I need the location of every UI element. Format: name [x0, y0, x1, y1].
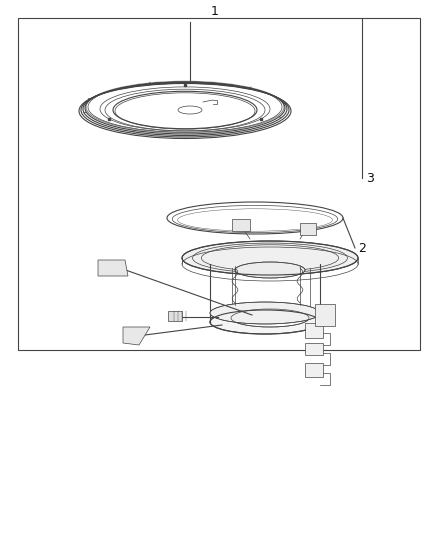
Text: 2: 2 — [358, 241, 366, 254]
Polygon shape — [123, 327, 150, 345]
Polygon shape — [98, 260, 128, 276]
Bar — [18, 18, 420, 350]
Ellipse shape — [231, 309, 309, 327]
Bar — [232, 219, 250, 231]
Bar — [305, 343, 323, 355]
Ellipse shape — [210, 310, 320, 334]
Text: 3: 3 — [366, 172, 374, 184]
Bar — [168, 311, 182, 321]
Bar — [305, 323, 323, 338]
Bar — [300, 223, 316, 235]
Ellipse shape — [210, 302, 320, 324]
Ellipse shape — [235, 262, 305, 278]
Bar — [315, 304, 335, 326]
Ellipse shape — [182, 241, 358, 275]
Bar — [305, 363, 323, 377]
Text: 1: 1 — [211, 5, 219, 18]
